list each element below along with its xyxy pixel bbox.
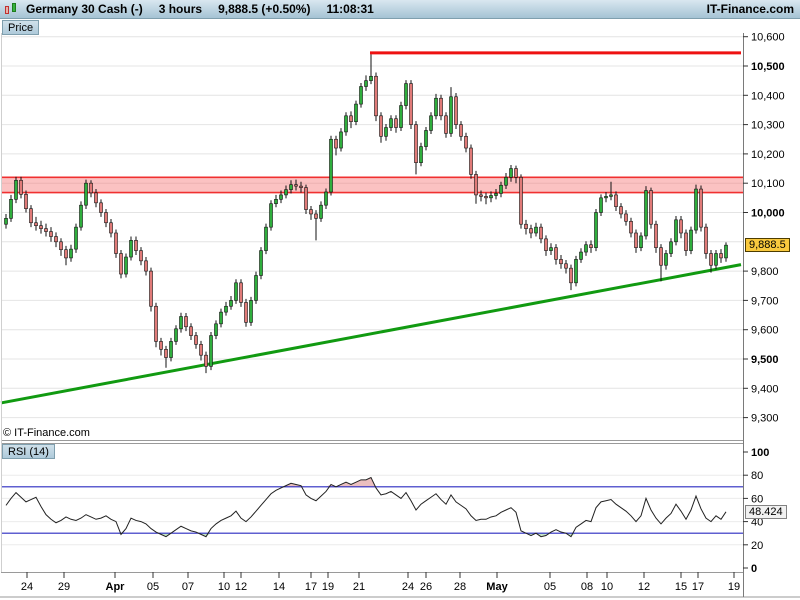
svg-text:28: 28 <box>454 581 466 593</box>
supply-zone-band <box>1 177 743 193</box>
svg-text:10: 10 <box>218 581 230 593</box>
svg-text:May: May <box>486 581 508 593</box>
svg-text:10,600: 10,600 <box>751 32 785 44</box>
svg-text:26: 26 <box>420 581 432 593</box>
svg-text:0: 0 <box>751 563 757 575</box>
candlestick-icon <box>4 2 18 18</box>
svg-text:9,600: 9,600 <box>751 325 779 337</box>
axes: 10,600 10,500 10,400 10,300 10,200 10,100 10,0… <box>0 32 800 598</box>
svg-text:08: 08 <box>581 581 593 593</box>
rsi-indicator-tab[interactable]: RSI (14) <box>2 444 55 459</box>
copyright-label: © IT-Finance.com <box>3 427 90 439</box>
svg-text:10,300: 10,300 <box>751 120 785 132</box>
svg-text:19: 19 <box>728 581 740 593</box>
svg-text:12: 12 <box>638 581 650 593</box>
instrument-name: Germany 30 Cash (-) <box>26 2 143 16</box>
price-tab[interactable]: Price <box>2 20 40 35</box>
svg-text:10: 10 <box>601 581 613 593</box>
svg-text:9,500: 9,500 <box>751 354 779 366</box>
svg-text:24: 24 <box>402 581 414 593</box>
svg-text:05: 05 <box>147 581 159 593</box>
gridlines <box>1 36 743 546</box>
svg-text:14: 14 <box>273 581 285 593</box>
svg-text:10,000: 10,000 <box>751 208 785 220</box>
header-bar: Germany 30 Cash (-) 3 hours 9,888.5 (+0.… <box>0 0 800 19</box>
svg-text:10,200: 10,200 <box>751 149 785 161</box>
quote-label: 9,888.5 (+0.50%) <box>218 2 311 16</box>
svg-text:15: 15 <box>675 581 687 593</box>
support-trendline <box>0 263 742 405</box>
svg-text:10,400: 10,400 <box>751 90 785 102</box>
svg-text:80: 80 <box>751 470 763 482</box>
svg-text:24: 24 <box>21 581 33 593</box>
svg-text:100: 100 <box>751 447 769 459</box>
svg-text:17: 17 <box>305 581 317 593</box>
svg-text:29: 29 <box>58 581 70 593</box>
svg-text:20: 20 <box>751 540 763 552</box>
svg-text:60: 60 <box>751 493 763 505</box>
rsi-value-badge: 48.424 <box>745 505 787 519</box>
last-price-badge: 9,888.5 <box>745 238 790 252</box>
svg-text:9,400: 9,400 <box>751 383 779 395</box>
svg-text:Apr: Apr <box>106 581 126 593</box>
svg-text:17: 17 <box>692 581 704 593</box>
svg-text:9,300: 9,300 <box>751 413 779 425</box>
rsi-curve <box>5 476 727 538</box>
brand-label: IT-Finance.com <box>706 2 794 16</box>
svg-text:10,100: 10,100 <box>751 178 785 190</box>
timeframe-label: 3 hours <box>158 2 203 16</box>
price-plot <box>0 51 743 405</box>
svg-text:12: 12 <box>235 581 247 593</box>
svg-text:07: 07 <box>182 581 194 593</box>
rsi-plot <box>1 476 743 538</box>
svg-text:05: 05 <box>544 581 556 593</box>
svg-text:10,500: 10,500 <box>751 61 785 73</box>
svg-text:40: 40 <box>751 517 763 529</box>
svg-text:9,800: 9,800 <box>751 266 779 278</box>
time-label: 11:08:31 <box>326 2 374 16</box>
svg-text:19: 19 <box>322 581 334 593</box>
svg-text:9,700: 9,700 <box>751 295 779 307</box>
svg-text:21: 21 <box>353 581 365 593</box>
